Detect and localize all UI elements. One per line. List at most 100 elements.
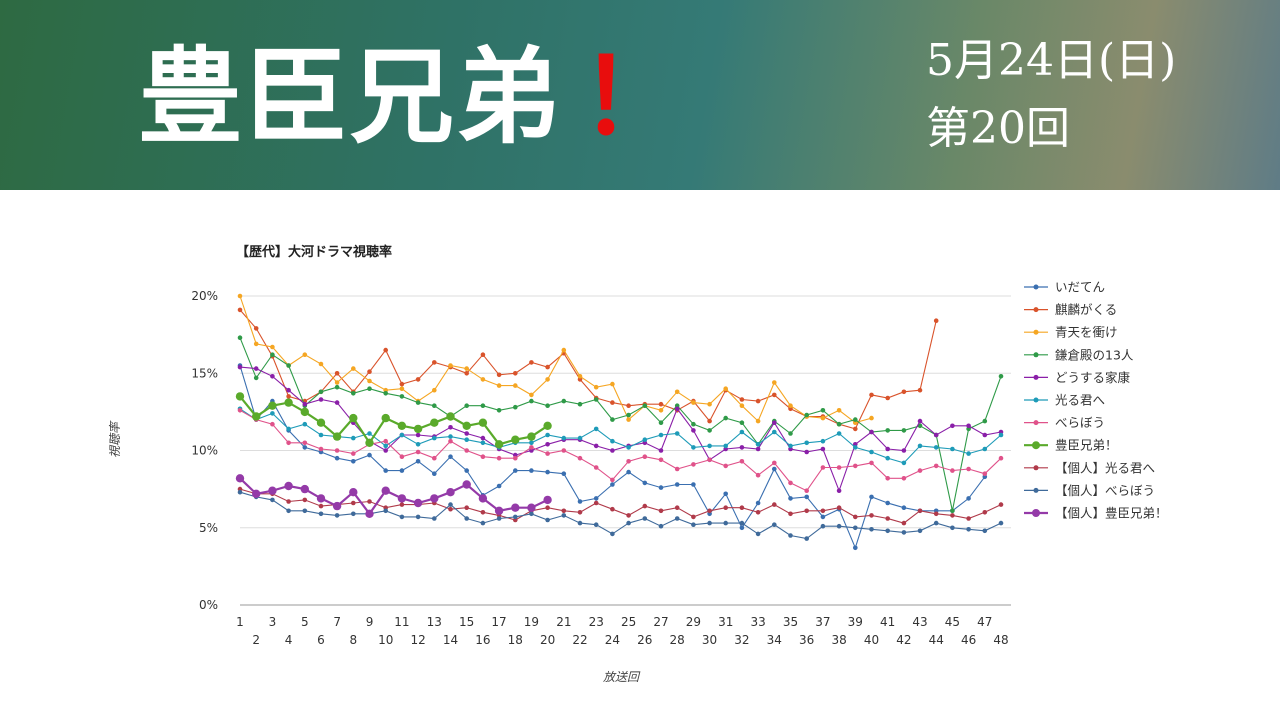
data-point — [772, 380, 777, 385]
data-point — [545, 469, 550, 475]
data-point — [318, 503, 324, 509]
data-point — [480, 377, 486, 382]
data-point — [286, 508, 291, 514]
data-point — [755, 531, 761, 537]
data-point — [577, 401, 583, 407]
data-point — [252, 489, 261, 498]
data-point — [448, 425, 453, 430]
chart-title: 【歴代】大河ドラマ視聴率 — [236, 244, 392, 260]
data-point — [950, 513, 955, 518]
data-point — [626, 513, 631, 518]
data-point — [998, 502, 1004, 507]
data-point — [869, 460, 874, 466]
y-tick-label: 10% — [191, 444, 218, 458]
data-point — [415, 377, 421, 382]
data-point — [415, 449, 421, 455]
data-point — [448, 502, 453, 507]
legend-swatch-dot — [1033, 352, 1039, 358]
data-point — [658, 401, 664, 407]
data-point — [820, 465, 826, 470]
data-point — [788, 496, 793, 501]
episode-number: 第20回 — [926, 103, 1070, 154]
legend-item: いだてん — [1024, 280, 1105, 295]
data-point — [432, 471, 437, 477]
data-point — [950, 423, 955, 429]
data-point — [270, 497, 275, 503]
data-point — [464, 516, 470, 521]
data-point — [415, 400, 421, 405]
data-point — [318, 389, 324, 395]
data-point — [367, 431, 372, 436]
data-point — [853, 417, 858, 422]
data-point — [674, 466, 680, 472]
data-point — [480, 352, 486, 357]
data-point — [723, 443, 728, 449]
x-tick-label: 47 — [977, 615, 992, 629]
data-point — [739, 429, 745, 435]
data-point — [511, 503, 520, 512]
x-tick-label: 10 — [378, 633, 393, 647]
data-point — [545, 505, 550, 511]
data-point — [917, 508, 923, 514]
data-point — [334, 384, 340, 390]
data-point — [334, 513, 340, 518]
data-point — [577, 499, 583, 504]
data-point — [253, 341, 259, 347]
data-point — [316, 418, 326, 427]
data-point — [561, 448, 567, 453]
legend-swatch-dot — [1033, 465, 1039, 471]
data-point — [399, 454, 405, 460]
x-tick-label: 17 — [491, 615, 506, 629]
data-point — [901, 428, 907, 433]
ratings-line-chart: 【歴代】大河ドラマ視聴率 0%5%10%15%20% 1234567891011… — [108, 244, 1168, 684]
data-point — [691, 400, 696, 405]
data-point — [318, 446, 324, 452]
data-point — [577, 520, 583, 526]
data-point — [674, 505, 680, 511]
data-point — [610, 477, 615, 483]
data-point — [334, 448, 340, 453]
data-point — [917, 443, 923, 449]
data-point — [933, 520, 939, 526]
data-point — [610, 417, 615, 422]
data-point — [367, 452, 372, 458]
data-point — [869, 449, 874, 455]
data-point — [610, 448, 615, 453]
data-point — [448, 454, 453, 460]
data-point — [464, 505, 470, 511]
data-point — [885, 455, 890, 461]
data-point — [464, 371, 470, 376]
x-tick-label: 18 — [508, 633, 523, 647]
data-point — [755, 446, 761, 452]
legend-swatch-dot — [1033, 329, 1039, 335]
data-point — [610, 506, 615, 512]
data-point — [707, 443, 712, 449]
data-point — [626, 412, 631, 418]
data-point — [610, 438, 615, 444]
data-point — [691, 514, 696, 520]
series-line — [239, 488, 1002, 524]
x-tick-label: 1 — [236, 615, 244, 629]
data-point — [494, 506, 504, 515]
x-tick-label: 26 — [637, 633, 652, 647]
data-point — [691, 428, 696, 433]
data-point — [318, 361, 324, 367]
data-point — [642, 503, 648, 509]
data-point — [430, 418, 439, 427]
legend-swatch-dot — [1033, 284, 1039, 290]
series-line — [239, 295, 872, 424]
data-point — [415, 432, 421, 438]
x-tick-label: 48 — [993, 633, 1008, 647]
data-point — [998, 455, 1004, 461]
data-point — [286, 440, 291, 446]
data-point — [529, 392, 534, 398]
data-point — [415, 459, 421, 464]
data-point — [464, 403, 470, 408]
data-point — [545, 364, 550, 370]
data-point — [351, 366, 356, 371]
data-point — [381, 413, 390, 423]
x-tick-label: 30 — [702, 633, 717, 647]
data-point — [593, 426, 599, 432]
x-tick-label: 34 — [767, 633, 782, 647]
data-point — [674, 389, 680, 395]
